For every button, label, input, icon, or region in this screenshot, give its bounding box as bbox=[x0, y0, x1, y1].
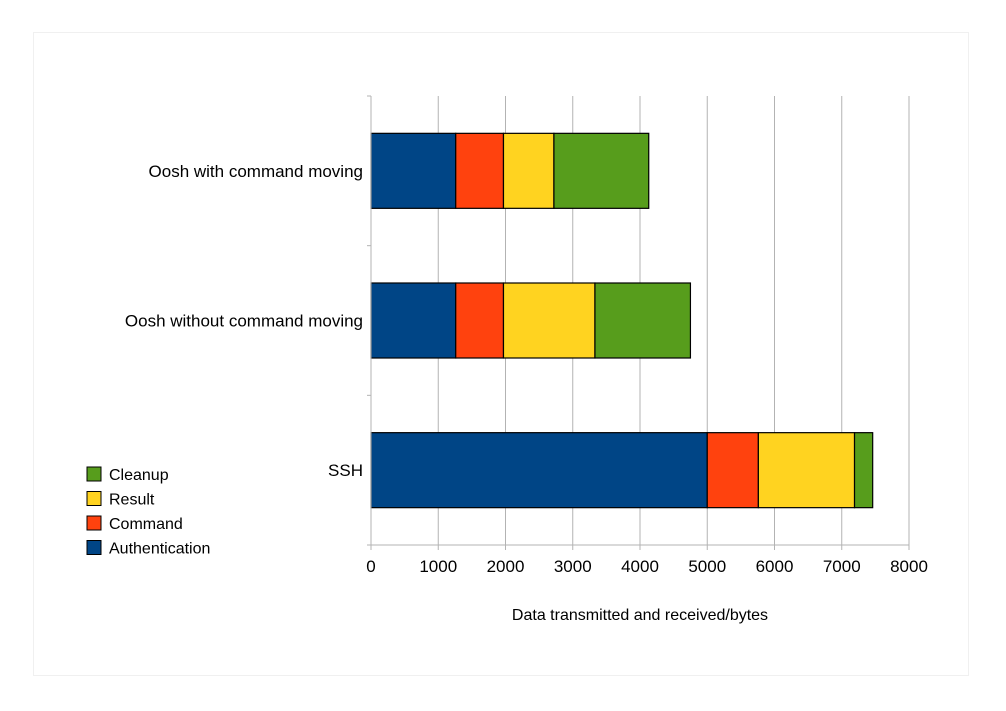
legend-label: Command bbox=[109, 516, 183, 533]
bar-segment bbox=[594, 282, 692, 359]
bar-segment bbox=[757, 432, 856, 509]
legend: Cleanup Result Command Authentication bbox=[86, 466, 210, 558]
bar-segment bbox=[502, 132, 555, 209]
bar-segment bbox=[370, 432, 708, 509]
x-tick-label: 0 bbox=[366, 557, 375, 576]
legend-label: Authentication bbox=[109, 541, 210, 558]
bar-segment bbox=[706, 432, 759, 509]
category-label: Oosh with command moving bbox=[149, 162, 363, 181]
x-axis-title: Data transmitted and received/bytes bbox=[512, 607, 768, 624]
bar-segment bbox=[370, 132, 457, 209]
x-tick-label: 5000 bbox=[688, 557, 726, 576]
bar-segment bbox=[455, 282, 505, 359]
legend-swatch bbox=[86, 466, 102, 482]
legend-swatch bbox=[86, 515, 102, 531]
axes bbox=[367, 95, 910, 550]
legend-swatch bbox=[86, 491, 102, 506]
bars bbox=[370, 132, 874, 509]
category-label: Oosh without command moving bbox=[125, 312, 363, 331]
x-tick-label: 6000 bbox=[756, 557, 794, 576]
x-tick-label: 8000 bbox=[890, 557, 928, 576]
bar-segment bbox=[502, 282, 596, 359]
x-tick-label: 7000 bbox=[823, 557, 861, 576]
bar-segment bbox=[853, 432, 874, 509]
x-tick-label: 3000 bbox=[554, 557, 592, 576]
legend-swatch bbox=[86, 540, 102, 555]
labels: Oosh with command moving Oosh without com… bbox=[125, 162, 928, 576]
x-tick-label: 2000 bbox=[487, 557, 525, 576]
category-label: SSH bbox=[328, 461, 363, 480]
bar-segment bbox=[370, 282, 457, 359]
legend-label: Result bbox=[109, 492, 155, 509]
x-tick-label: 4000 bbox=[621, 557, 659, 576]
bar-segment bbox=[553, 132, 650, 209]
bar-segment bbox=[455, 132, 505, 209]
x-tick-label: 1000 bbox=[419, 557, 457, 576]
chart-frame bbox=[33, 32, 969, 676]
legend-label: Cleanup bbox=[109, 467, 169, 484]
